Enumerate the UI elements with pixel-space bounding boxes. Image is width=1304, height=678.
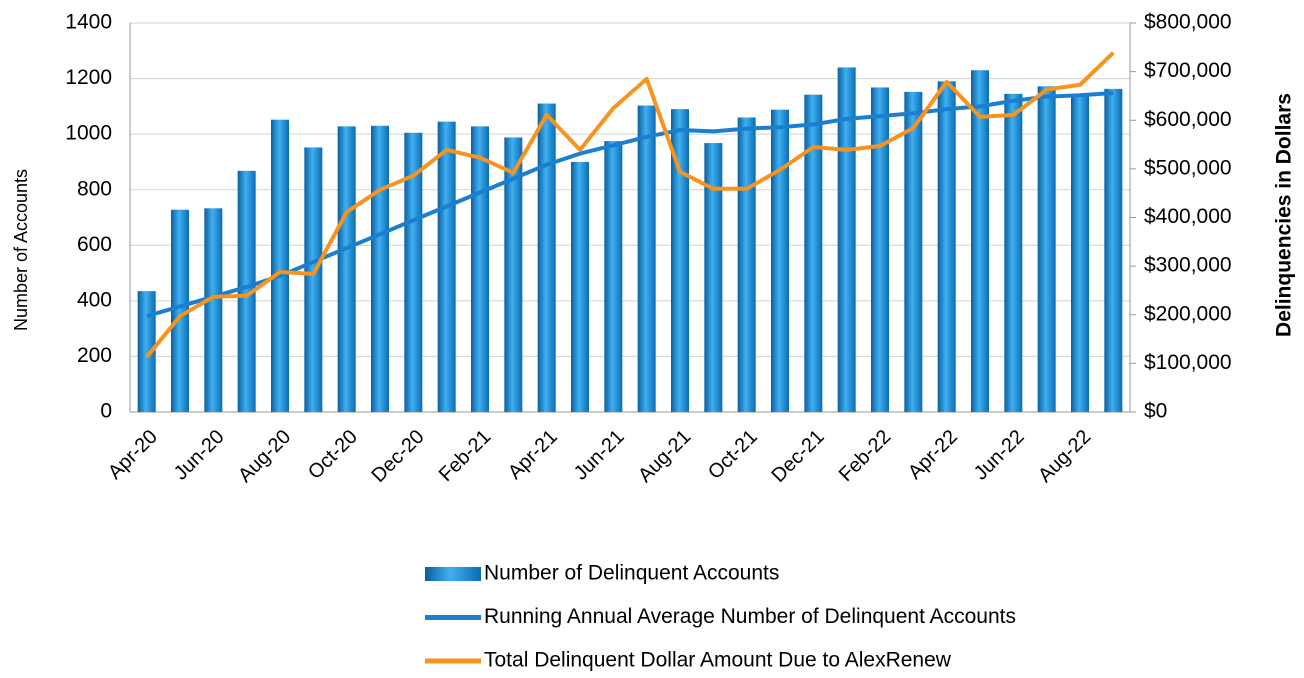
- x-tick-label: Jun-20: [170, 426, 229, 485]
- y-tick-label: 200: [77, 344, 112, 367]
- y-axis-title: Number of Accounts: [11, 169, 31, 331]
- y-tick-label: 1400: [65, 11, 112, 34]
- bar: [604, 141, 623, 412]
- bar: [504, 137, 523, 412]
- bar: [237, 170, 256, 412]
- y2-tick-label: $200,000: [1144, 302, 1232, 325]
- y-tick-label: 600: [77, 233, 112, 256]
- bar: [471, 126, 489, 412]
- bar: [637, 105, 656, 413]
- x-tick-label: Jun-21: [570, 426, 629, 485]
- bar: [1037, 86, 1056, 412]
- legend-label: Running Annual Average Number of Delinqu…: [484, 605, 1016, 628]
- x-tick-label: Jun-22: [970, 426, 1029, 485]
- bar: [704, 143, 723, 412]
- bar: [571, 161, 589, 412]
- bar: [437, 121, 456, 412]
- bar: [304, 147, 323, 413]
- x-tick-label: Apr-22: [904, 426, 962, 484]
- x-tick-label: Feb-22: [835, 426, 895, 486]
- legend-label: Number of Delinquent Accounts: [484, 562, 779, 585]
- x-tick-label: Aug-21: [634, 426, 695, 487]
- bar: [137, 291, 156, 412]
- y2-tick-label: $600,000: [1144, 108, 1232, 131]
- bar: [271, 119, 289, 413]
- x-tick-label: Oct-20: [304, 426, 362, 484]
- bar: [1004, 93, 1023, 412]
- bar: [804, 94, 823, 413]
- bar: [537, 103, 556, 412]
- y2-tick-label: $300,000: [1144, 254, 1232, 277]
- bar: [937, 81, 956, 412]
- y2-tick-label: $400,000: [1144, 205, 1232, 228]
- bar: [904, 91, 923, 412]
- x-tick-label: Dec-21: [767, 426, 828, 487]
- x-tick-label: Dec-20: [367, 426, 428, 487]
- y-tick-label: 400: [77, 288, 112, 311]
- bar: [837, 67, 856, 412]
- bar: [771, 109, 789, 412]
- bar: [1104, 88, 1123, 412]
- legend-swatch: [425, 567, 481, 581]
- bar: [204, 208, 223, 412]
- y-tick-label: 0: [100, 400, 112, 423]
- x-tick-label: Oct-21: [704, 426, 762, 484]
- y2-tick-label: $700,000: [1144, 59, 1232, 82]
- x-tick-label: Aug-20: [234, 426, 295, 487]
- x-tick-label: Feb-21: [435, 426, 495, 486]
- bar: [404, 132, 423, 412]
- bar: [971, 70, 989, 412]
- bar: [171, 209, 189, 412]
- bar: [737, 117, 756, 412]
- y-tick-label: 1000: [65, 122, 112, 145]
- y2-tick-label: $0: [1144, 400, 1167, 423]
- y2-axis-title: Delinquencies in Dollars: [1273, 93, 1296, 337]
- x-tick-label: Apr-20: [104, 426, 162, 484]
- x-tick-label: Aug-22: [1034, 426, 1095, 487]
- line: [145, 51, 1115, 359]
- bar: [871, 87, 889, 412]
- x-tick-label: Apr-21: [504, 426, 562, 484]
- bar: [1071, 95, 1089, 412]
- y-tick-label: 1200: [65, 66, 112, 89]
- line: [146, 91, 1114, 319]
- bar: [371, 125, 389, 413]
- y2-tick-label: $500,000: [1144, 156, 1232, 179]
- y2-tick-label: $100,000: [1144, 351, 1232, 374]
- bar: [337, 126, 356, 412]
- legend-label: Total Delinquent Dollar Amount Due to Al…: [484, 649, 952, 672]
- bar: [671, 109, 689, 412]
- y2-tick-label: $800,000: [1144, 11, 1232, 34]
- y-tick-label: 800: [77, 177, 112, 200]
